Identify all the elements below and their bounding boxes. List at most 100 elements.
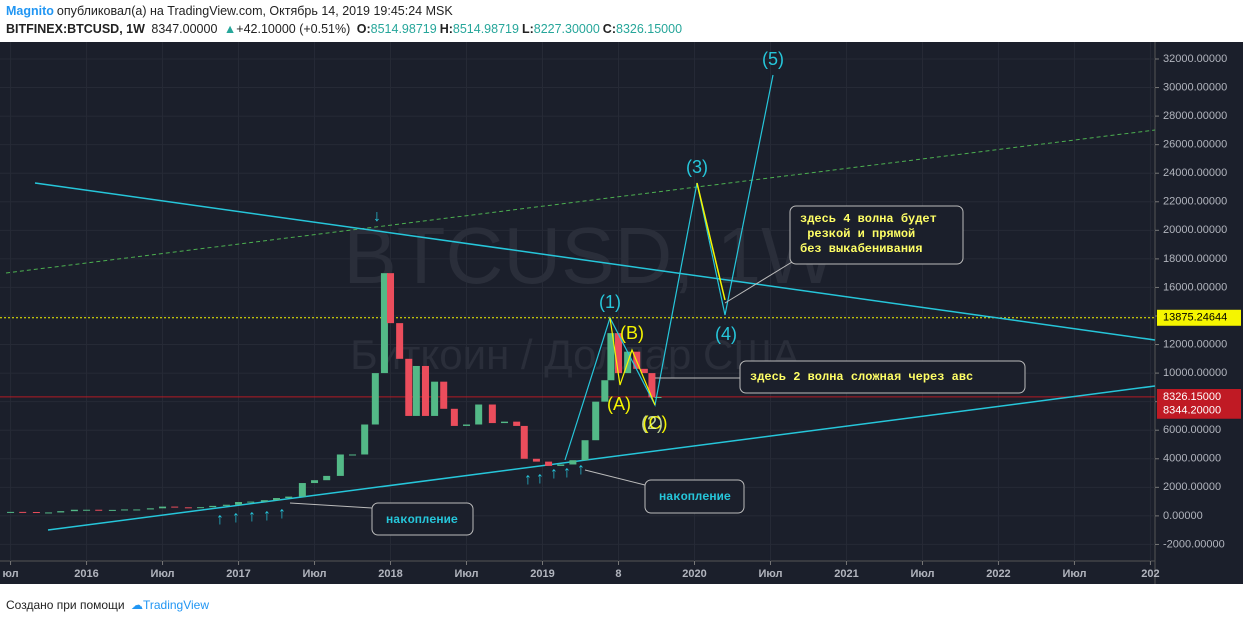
arrow: ↑ [536,470,544,487]
ohlc-value: 8514.98719 [370,22,437,36]
candle [592,401,600,441]
header-line: Magnito опубликовал(а) на TradingView.com… [6,4,456,18]
x-tick-label: Июл [151,568,175,580]
candle [607,333,615,381]
candle [235,502,243,505]
candle [463,424,471,426]
created-by: Создано при помощи [6,598,125,612]
y-tick-label: 20000.00000 [1163,224,1227,236]
y-tick-label: 16000.00000 [1163,281,1227,293]
candle [545,461,553,466]
candle [32,512,40,514]
note-box [789,205,964,265]
candle [285,496,293,499]
symbol: BITFINEX:BTCUSD, 1W [6,22,145,36]
candle [57,511,65,513]
author: Magnito [6,4,54,18]
note-text: накопление [386,513,458,527]
candle [396,323,404,359]
candle [273,498,281,501]
candle [405,358,413,416]
note-text: резкой и прямой [800,227,915,241]
chart-background [0,42,1243,584]
trend-line [34,182,1156,341]
y-tick-label: 12000.00000 [1163,338,1227,350]
arrow: ↑ [550,465,558,482]
footer: Создано при помощи ☁TradingView [6,598,215,612]
candle [70,509,78,512]
candle [450,408,458,426]
arrow: ↑ [248,508,256,525]
candle [361,424,369,455]
wave-line [609,317,656,406]
candle [520,425,528,459]
candle [108,509,116,511]
note-text: без выкабенивания [800,241,922,256]
candle [159,506,167,509]
wave-label: (C) [643,413,668,433]
candle [171,506,179,508]
candle [614,333,622,374]
y-tick-label: 18000.00000 [1163,253,1227,265]
price-tag [1157,389,1241,406]
arrow: ↑ [577,461,585,478]
note-text: здесь 4 волна будет [800,211,937,226]
x-tick-label: 2020 [682,568,706,580]
x-tick-label: 2018 [378,568,402,580]
y-tick-label: 24000.00000 [1163,167,1227,179]
x-tick-label: Июл [455,568,479,580]
candle [311,480,319,484]
x-tick-label: 8 [615,568,621,580]
y-tick-label: -2000.00000 [1163,538,1225,550]
y-tick-label: 10000.00000 [1163,367,1227,379]
y-tick-label: 26000.00000 [1163,139,1227,151]
wave-label: (2) [641,413,663,433]
change-arrow: ▲ [223,22,237,36]
note-box [739,360,1026,394]
wave-label: (A) [607,394,631,414]
y-tick-label: 32000.00000 [1163,53,1227,65]
ohlc: O:8514.98719 H:8514.98719 L:8227.30000 C:83… [357,22,685,36]
candle [133,509,141,511]
y-tick-label: 4000.00000 [1163,453,1221,465]
ohlc-value: 8514.98719 [452,22,519,36]
candle [488,404,496,424]
x-tick-label: 2017 [226,568,250,580]
wave-line [696,182,726,301]
brand: ☁TradingView [130,598,210,612]
trend-line [47,385,1156,531]
candle [146,508,154,510]
y-tick-label: 2000.00000 [1163,481,1221,493]
candle [387,273,395,324]
candle [336,454,344,476]
candle [323,475,331,481]
wave-label: (3) [686,157,708,177]
last-price: 8347.00000 [151,22,218,36]
wave-label: (B) [620,323,644,343]
ohlc-key: H: [439,22,453,36]
candle [298,483,306,497]
candle [95,509,103,511]
candle [184,507,192,509]
price-tag-label: 13875.24644 [1163,312,1227,324]
trend-line [5,129,1156,274]
candle [371,373,379,425]
candle [421,365,429,416]
arrow: ↑ [563,464,571,481]
candle [349,454,357,456]
candle [121,509,129,511]
candle [654,397,662,399]
candle [222,504,230,506]
watermark: BTCUSD, 1W [343,211,837,300]
candle [247,501,255,503]
candle [648,373,656,398]
ohlc-key: O: [356,22,371,36]
price-tag [1157,309,1241,326]
note-text: здесь 2 волна сложная через авс [750,370,973,384]
arrow: ↓ [373,208,381,225]
arrow: ↑ [278,505,286,522]
axes: -2000.00000 0.00000 2000.00000 4000.00000 60… [3,53,1241,580]
brand-name: TradingView [142,598,210,612]
